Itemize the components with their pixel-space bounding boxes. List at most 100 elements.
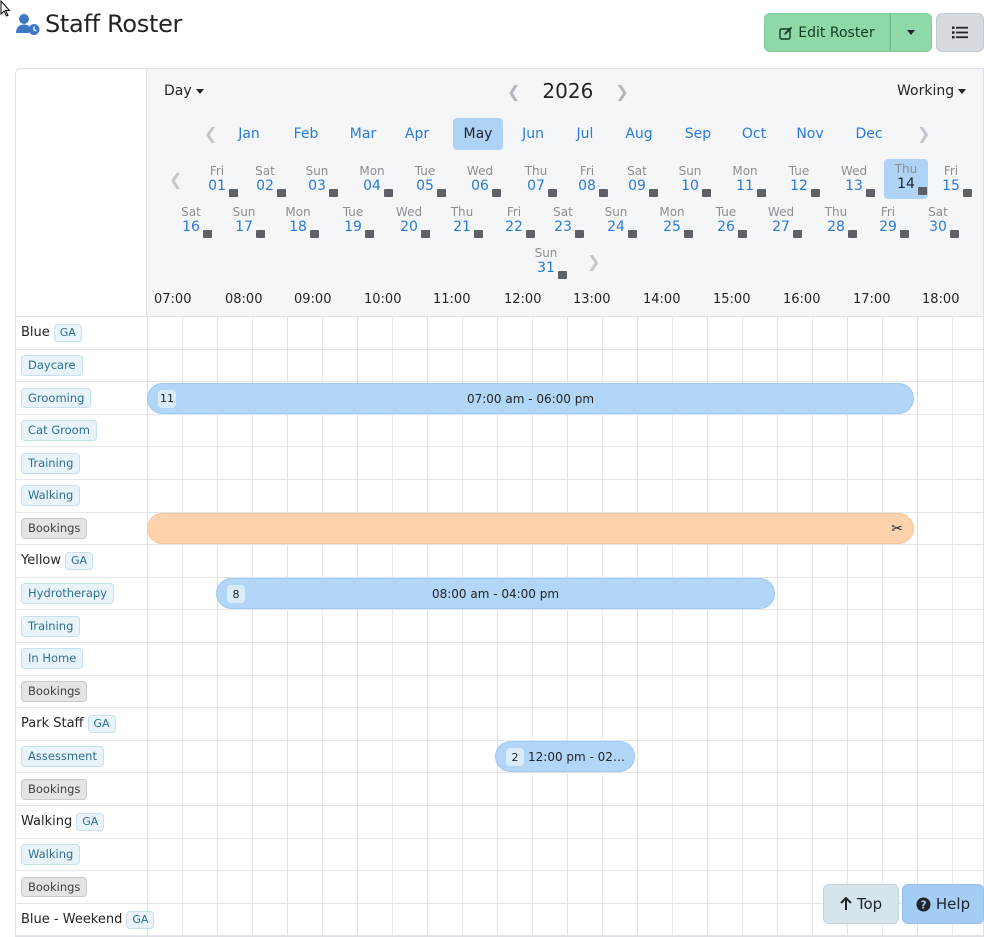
day-01[interactable]: Fri 01 (195, 161, 239, 201)
user-clock-icon (16, 14, 40, 35)
note-icon[interactable] (649, 189, 658, 197)
note-icon[interactable] (848, 230, 857, 238)
note-icon[interactable] (329, 189, 338, 197)
day-27[interactable]: Wed 27 (759, 202, 803, 242)
day-15[interactable]: Fri 15 (929, 161, 973, 201)
note-icon[interactable] (900, 230, 909, 238)
note-icon[interactable] (599, 189, 608, 197)
day-13[interactable]: Wed 13 (832, 161, 876, 201)
note-icon[interactable] (684, 230, 693, 238)
note-icon[interactable] (548, 189, 557, 197)
working-filter-dropdown[interactable]: Working (897, 83, 967, 99)
shift-bar[interactable]: 8 08:00 am - 04:00 pm (216, 578, 775, 610)
month-jun[interactable]: Jun (522, 126, 544, 142)
prev-months-chevron-icon[interactable]: ❮ (204, 124, 218, 143)
day-09[interactable]: Sat 09 (615, 161, 659, 201)
day-19[interactable]: Tue 19 (331, 202, 375, 242)
note-icon[interactable] (365, 230, 374, 238)
edit-roster-dropdown-toggle[interactable] (890, 13, 932, 52)
help-button[interactable]: ? Help (902, 884, 984, 924)
day-17[interactable]: Sun 17 (222, 202, 266, 242)
note-icon[interactable] (757, 189, 766, 197)
day-07[interactable]: Thu 07 (514, 161, 558, 201)
month-jul[interactable]: Jul (576, 126, 594, 142)
month-nov[interactable]: Nov (796, 126, 824, 142)
note-icon[interactable] (421, 230, 430, 238)
note-icon[interactable] (811, 189, 820, 197)
day-02[interactable]: Sat 02 (243, 161, 287, 201)
day-03[interactable]: Sun 03 (295, 161, 339, 201)
view-dropdown[interactable]: Day (164, 83, 204, 99)
note-icon[interactable] (963, 189, 972, 197)
month-oct[interactable]: Oct (741, 126, 767, 142)
note-icon[interactable] (558, 271, 567, 279)
note-icon[interactable] (702, 189, 711, 197)
day-12[interactable]: Tue 12 (777, 161, 821, 201)
day-name: Sat (255, 164, 275, 178)
edit-roster-button[interactable]: Edit Roster (764, 13, 890, 52)
day-26[interactable]: Tue 26 (704, 202, 748, 242)
day-04[interactable]: Mon 04 (350, 161, 394, 201)
month-dec[interactable]: Dec (855, 126, 883, 142)
day-11[interactable]: Mon 11 (723, 161, 767, 201)
note-icon[interactable] (950, 230, 959, 238)
bookings-badge: Bookings (21, 876, 88, 898)
prev-year-chevron-icon[interactable]: ❮ (507, 81, 521, 101)
note-icon[interactable] (229, 189, 238, 197)
booking-bar[interactable]: ✂ (147, 513, 914, 545)
day-20[interactable]: Wed 20 (387, 202, 431, 242)
month-mar[interactable]: Mar (349, 126, 377, 142)
month-feb[interactable]: Feb (293, 126, 319, 142)
note-icon[interactable] (628, 230, 637, 238)
day-29[interactable]: Fri 29 (866, 202, 910, 242)
day-28[interactable]: Thu 28 (814, 202, 858, 242)
day-08[interactable]: Fri 08 (565, 161, 609, 201)
month-apr[interactable]: Apr (404, 126, 430, 142)
next-year-chevron-icon[interactable]: ❯ (615, 81, 629, 101)
month-aug[interactable]: Aug (625, 126, 653, 142)
prev-days-chevron-icon[interactable]: ❮ (169, 170, 183, 189)
day-23[interactable]: Sat 23 (541, 202, 585, 242)
shift-bar[interactable]: 11 07:00 am - 06:00 pm (147, 382, 914, 414)
day-05[interactable]: Tue 05 (403, 161, 447, 201)
day-21[interactable]: Thu 21 (440, 202, 484, 242)
note-icon[interactable] (526, 230, 535, 238)
day-18[interactable]: Mon 18 (276, 202, 320, 242)
day-24[interactable]: Sun 24 (594, 202, 638, 242)
day-14[interactable]: Thu 14 (884, 159, 928, 199)
note-icon[interactable] (384, 189, 393, 197)
note-icon[interactable] (310, 230, 319, 238)
next-days-chevron-icon[interactable]: ❯ (587, 252, 601, 271)
month-jan[interactable]: Jan (238, 126, 260, 142)
shift-count-badge: 11 (158, 389, 176, 408)
service-row: In Home (16, 643, 983, 676)
day-16[interactable]: Sat 16 (169, 202, 213, 242)
grid-column-line (147, 317, 148, 936)
note-icon[interactable] (492, 189, 501, 197)
note-icon[interactable] (437, 189, 446, 197)
note-icon[interactable] (866, 189, 875, 197)
note-icon[interactable] (575, 230, 584, 238)
note-icon[interactable] (277, 189, 286, 197)
next-months-chevron-icon[interactable]: ❯ (917, 124, 931, 143)
scroll-top-button[interactable]: Top (823, 884, 899, 924)
day-30[interactable]: Sat 30 (916, 202, 960, 242)
day-10[interactable]: Sun 10 (668, 161, 712, 201)
day-31[interactable]: Sun 31 (524, 243, 568, 283)
list-view-button[interactable] (936, 13, 984, 52)
note-icon[interactable] (793, 230, 802, 238)
month-may[interactable]: May (453, 118, 503, 150)
note-icon[interactable] (918, 187, 927, 195)
note-icon[interactable] (738, 230, 747, 238)
day-06[interactable]: Wed 06 (458, 161, 502, 201)
grid-column-line (497, 317, 498, 936)
service-badge: Walking (21, 844, 81, 865)
day-25[interactable]: Mon 25 (650, 202, 694, 242)
day-22[interactable]: Fri 22 (492, 202, 536, 242)
shift-bar[interactable]: 2 12:00 pm - 02:0... (495, 741, 635, 773)
note-icon[interactable] (256, 230, 265, 238)
note-icon[interactable] (203, 230, 212, 238)
month-sep[interactable]: Sep (684, 126, 712, 142)
svg-text:?: ? (920, 899, 926, 911)
note-icon[interactable] (474, 230, 483, 238)
